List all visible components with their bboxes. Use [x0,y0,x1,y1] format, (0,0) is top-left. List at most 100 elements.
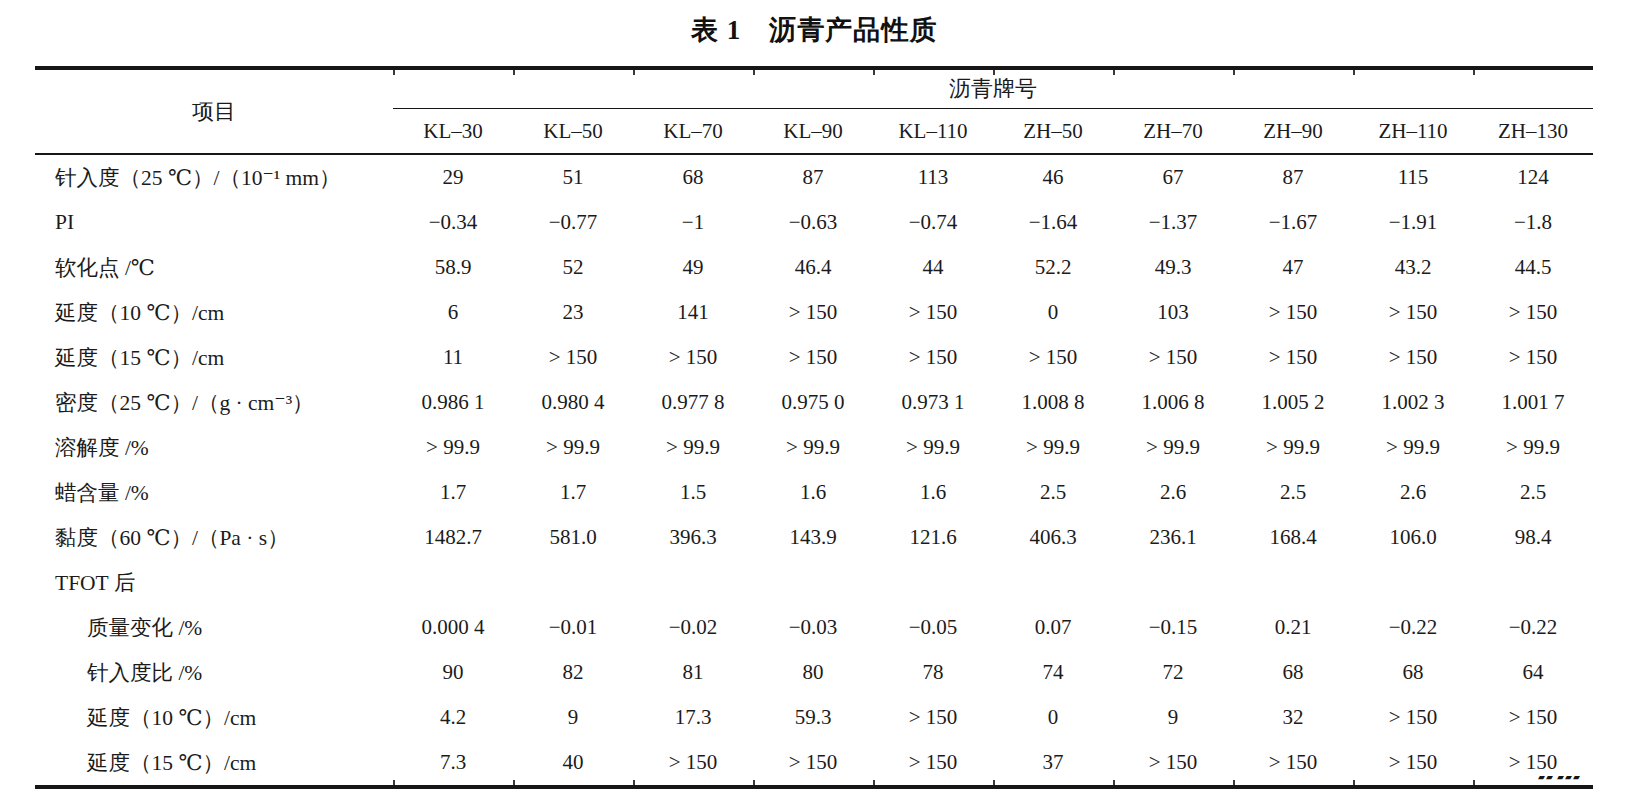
row-label: 溶解度 /% [35,425,393,470]
value-cell: 1.6 [873,470,993,515]
value-cell: > 99.9 [393,425,513,470]
value-cell: > 150 [993,335,1113,380]
value-cell: 1.008 8 [993,380,1113,425]
value-cell: > 150 [1473,290,1593,335]
value-cell: 0.973 1 [873,380,993,425]
value-cell [633,560,753,605]
value-cell: 78 [873,650,993,695]
value-cell: 0.977 8 [633,380,753,425]
top-rule-tick [393,68,395,75]
column-header-zh-70: ZH–70 [1113,109,1233,155]
table-row: 针入度（25 ℃）/（10⁻¹ mm）295168871134667871151… [35,154,1593,200]
value-cell: 124 [1473,154,1593,200]
value-cell: −0.05 [873,605,993,650]
bottom-rule-tick [513,780,515,787]
value-cell: 103 [1113,290,1233,335]
value-cell: 59.3 [753,695,873,740]
table-row: 密度（25 ℃）/（g · cm⁻³）0.986 10.980 40.977 8… [35,380,1593,425]
value-cell: > 150 [1233,290,1353,335]
column-header-zh-130: ZH–130 [1473,109,1593,155]
table-row: 软化点 /℃58.9524946.44452.249.34743.244.5 [35,245,1593,290]
column-header-zh-90: ZH–90 [1233,109,1353,155]
column-header-kl-30: KL–30 [393,109,513,155]
table-header: 项目 沥青牌号 KL–30KL–50KL–70KL–90KL–110ZH–50Z… [35,68,1593,154]
bottom-rule-tick [1113,780,1115,787]
bottom-rule-tick [633,780,635,787]
value-cell [993,560,1113,605]
value-cell: 406.3 [993,515,1113,560]
value-cell: 52 [513,245,633,290]
row-label: 质量变化 /% [35,605,393,650]
table-row: 溶解度 /%> 99.9> 99.9> 99.9> 99.9> 99.9> 99… [35,425,1593,470]
value-cell: > 99.9 [1233,425,1353,470]
value-cell: 52.2 [993,245,1113,290]
value-cell: 168.4 [1233,515,1353,560]
value-cell: > 99.9 [1353,425,1473,470]
value-cell: > 99.9 [633,425,753,470]
value-cell: 82 [513,650,633,695]
bottom-rule-tick [993,780,995,787]
value-cell [873,560,993,605]
value-cell: 37 [993,740,1113,787]
value-cell: 29 [393,154,513,200]
value-cell: 87 [753,154,873,200]
value-cell [1113,560,1233,605]
value-cell: 2.5 [993,470,1113,515]
value-cell: > 99.9 [1473,425,1593,470]
value-cell: 2.5 [1473,470,1593,515]
value-cell: 80 [753,650,873,695]
value-cell: −0.22 [1353,605,1473,650]
value-cell: 0 [993,290,1113,335]
value-cell: > 150 [1353,290,1473,335]
value-cell: 0.975 0 [753,380,873,425]
value-cell: > 150 [1113,740,1233,787]
top-rule-tick [1113,68,1115,75]
column-header-kl-70: KL–70 [633,109,753,155]
value-cell: > 150 [1473,695,1593,740]
value-cell: −0.02 [633,605,753,650]
table-row: 延度（15 ℃）/cm11> 150> 150> 150> 150> 150> … [35,335,1593,380]
value-cell: > 150 [633,335,753,380]
row-label: 蜡含量 /% [35,470,393,515]
bottom-rule-tick [1353,780,1355,787]
value-cell: −0.74 [873,200,993,245]
value-cell: 40 [513,740,633,787]
value-cell: 72 [1113,650,1233,695]
column-header-kl-50: KL–50 [513,109,633,155]
value-cell: 0.07 [993,605,1113,650]
top-rule-tick [753,68,755,75]
section-row: TFOT 后 [35,560,1593,605]
value-cell: 1482.7 [393,515,513,560]
bottom-rule-tick [393,780,395,787]
value-cell: 0.986 1 [393,380,513,425]
value-cell: 2.5 [1233,470,1353,515]
value-cell: > 150 [1353,740,1473,787]
item-column-header: 项目 [35,68,393,154]
value-cell: > 150 [1473,335,1593,380]
value-cell: −0.15 [1113,605,1233,650]
row-label: 延度（15 ℃）/cm [35,740,393,787]
value-cell: 68 [1353,650,1473,695]
value-cell: 9 [513,695,633,740]
value-cell [1233,560,1353,605]
value-cell: 106.0 [1353,515,1473,560]
value-cell: 44.5 [1473,245,1593,290]
value-cell: −0.03 [753,605,873,650]
row-label: 延度（15 ℃）/cm [35,335,393,380]
value-cell: > 150 [873,695,993,740]
value-cell: > 99.9 [753,425,873,470]
value-cell: > 150 [1353,695,1473,740]
value-cell: 4.2 [393,695,513,740]
value-cell [1353,560,1473,605]
top-rule-tick [513,68,515,75]
value-cell: 11 [393,335,513,380]
value-cell: > 150 [1353,335,1473,380]
value-cell: −1.37 [1113,200,1233,245]
page: 表 1 沥青产品性质 项目 沥青牌号 KL–30KL–50KL–70KL–90K… [0,0,1640,804]
value-cell: 115 [1353,154,1473,200]
value-cell: 2.6 [1353,470,1473,515]
column-header-zh-50: ZH–50 [993,109,1113,155]
value-cell: 47 [1233,245,1353,290]
value-cell: −1 [633,200,753,245]
value-cell: > 150 [753,335,873,380]
